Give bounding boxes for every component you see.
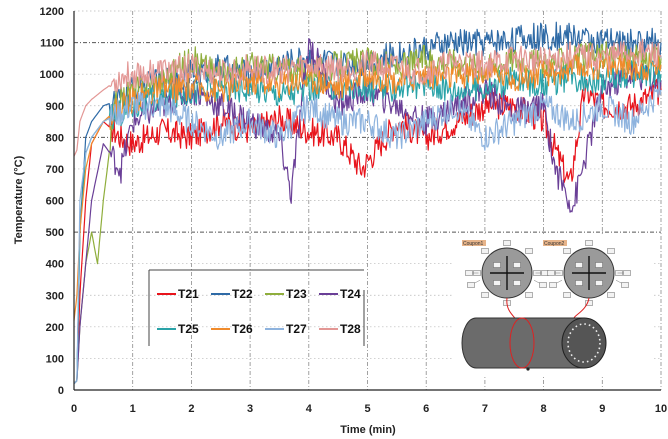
series-line-t26 — [73, 51, 662, 321]
x-tick-label: 9 — [599, 403, 605, 415]
thermocouple-tag — [549, 282, 557, 288]
x-tick-label: 3 — [247, 403, 253, 415]
cylinder-section-line — [509, 317, 535, 369]
thermocouple-tag — [493, 280, 501, 286]
thermocouple-tag — [503, 240, 511, 246]
coupon-label-left: Coupon1 — [463, 241, 484, 247]
thermocouple-tag — [607, 292, 615, 298]
y-tick-label: 600 — [46, 196, 64, 208]
x-tick-label: 5 — [364, 403, 370, 415]
series-lines — [73, 21, 662, 385]
y-tick-label: 800 — [46, 132, 64, 144]
thermocouple-tag — [481, 248, 489, 254]
coupon-tag-left — [462, 240, 486, 246]
thermocouple-tag — [513, 280, 521, 286]
y-tick-label: 900 — [46, 101, 64, 113]
thermocouple-tag — [513, 262, 521, 268]
x-tick-label: 2 — [188, 403, 194, 415]
legend-items: T21 T22 T23 T24 T25 T26 T27 T28 — [157, 287, 361, 336]
thermocouple-tag — [525, 248, 533, 254]
y-axis-title: Temperature (°C) — [13, 155, 25, 244]
x-tick-label: 7 — [482, 403, 488, 415]
legend-label-t21: T21 — [178, 287, 199, 301]
series-line-t28 — [73, 38, 662, 157]
legend-label-t27: T27 — [286, 322, 307, 336]
thermocouple-tag — [621, 282, 629, 288]
thermocouple-tag — [595, 262, 603, 268]
x-tick-label: 8 — [541, 403, 547, 415]
legend-label-t24: T24 — [340, 287, 361, 301]
wire-right — [573, 297, 590, 319]
y-tick-label: 1000 — [40, 69, 64, 81]
y-tick-label: 1100 — [40, 38, 64, 50]
y-tick-labels: 0 100 200 300 400 500 600 700 800 900 1000 1100 1200 — [40, 6, 64, 397]
thermocouple-tag — [575, 280, 583, 286]
y-tick-label: 1200 — [40, 6, 64, 18]
thermocouple-tag — [595, 280, 603, 286]
thermocouple-tag — [623, 270, 631, 276]
y-tick-label: 500 — [46, 227, 64, 239]
y-tick-label: 0 — [58, 385, 64, 397]
thermocouple-tag — [585, 240, 593, 246]
y-tick-label: 300 — [46, 290, 64, 302]
thermocouple-tag — [575, 262, 583, 268]
y-tick-label: 400 — [46, 259, 64, 271]
x-tick-label: 4 — [306, 403, 313, 415]
y-tick-label: 100 — [46, 353, 64, 365]
thermocouple-tag — [607, 248, 615, 254]
legend-label-t23: T23 — [286, 287, 307, 301]
legend-label-t25: T25 — [178, 322, 199, 336]
legend-label-t28: T28 — [340, 322, 361, 336]
thermocouple-tag — [525, 292, 533, 298]
x-tick-label: 10 — [655, 403, 667, 415]
x-tick-label: 1 — [130, 403, 136, 415]
thermocouple-tag — [563, 248, 571, 254]
cylinder-end-ring — [567, 323, 601, 363]
series-line-t21 — [73, 77, 662, 385]
cylinder-end-cap — [561, 317, 607, 369]
x-tick-label: 6 — [423, 403, 429, 415]
legend: T21 T22 T23 T24 T25 T26 T27 T28 — [148, 269, 365, 346]
legend-label-t26: T26 — [232, 322, 253, 336]
thermocouple-tags — [465, 240, 631, 306]
series-line-t27 — [73, 78, 662, 385]
x-tick-labels: 0 1 2 3 4 5 6 7 8 9 10 — [71, 403, 667, 415]
x-tick-label: 0 — [71, 403, 77, 415]
thermocouple-tag — [539, 282, 547, 288]
thermocouple-tag — [481, 292, 489, 298]
thermocouple-tag — [467, 282, 475, 288]
thermocouple-schematic: Coupon1 Coupon2 — [452, 236, 652, 376]
legend-label-t22: T22 — [232, 287, 253, 301]
y-tick-label: 700 — [46, 164, 64, 176]
thermocouple-tag — [585, 300, 593, 306]
y-tick-label: 200 — [46, 322, 64, 334]
coupon-tag-right — [543, 240, 567, 246]
axes — [73, 11, 661, 391]
thermocouple-tag — [547, 270, 555, 276]
x-axis-title: Time (min) — [340, 424, 396, 436]
thermocouple-tag — [493, 262, 501, 268]
thermocouple-tag — [563, 292, 571, 298]
cylinder-marker — [526, 367, 530, 371]
coupon-label-right: Coupon2 — [544, 241, 565, 247]
thermocouple-tag — [465, 270, 473, 276]
